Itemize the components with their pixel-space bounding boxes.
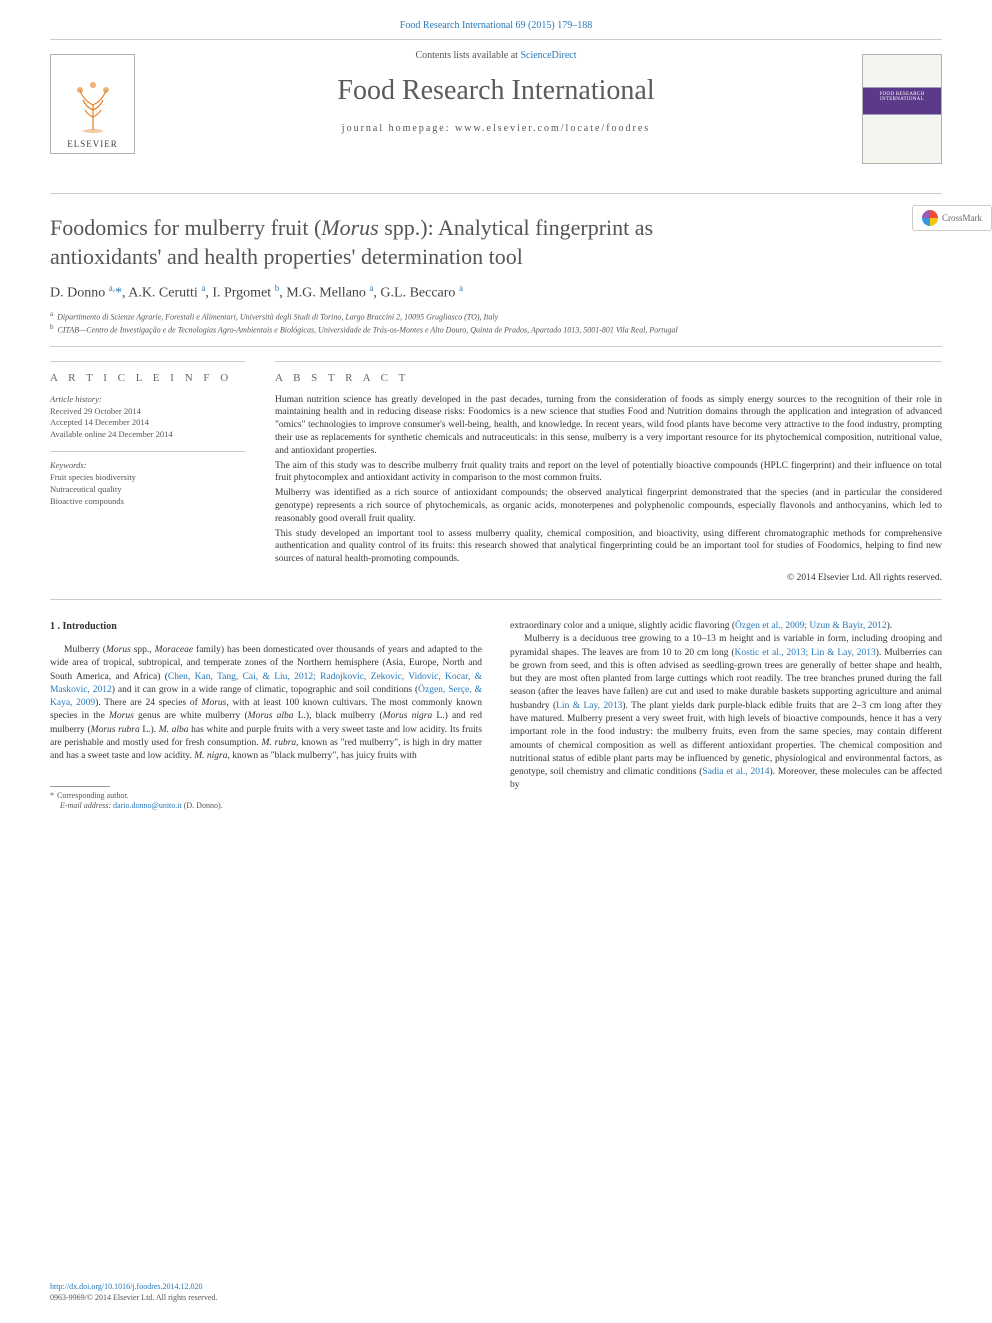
history-dates: Received 29 October 2014 Accepted 14 Dec… — [50, 406, 245, 442]
body-column-left: 1 . Introduction Mulberry (Morus spp., M… — [50, 620, 482, 811]
abstract-text: Human nutrition science has greatly deve… — [275, 394, 942, 585]
online-date: Available online 24 December 2014 — [50, 429, 245, 441]
journal-cover-thumb[interactable]: FOOD RESEARCH INTERNATIONAL — [862, 54, 942, 164]
issue-reference[interactable]: Food Research International 69 (2015) 17… — [50, 20, 942, 31]
corr-name: (D. Donno). — [184, 801, 223, 810]
corr-label: Corresponding author. — [57, 791, 129, 800]
intro-p2: Mulberry is a deciduous tree growing to … — [510, 633, 942, 793]
article-info-column: A R T I C L E I N F O Article history: R… — [50, 361, 245, 585]
elsevier-text: ELSEVIER — [67, 139, 118, 149]
history-label: Article history: — [50, 394, 245, 404]
homepage-url[interactable]: www.elsevier.com/locate/foodres — [455, 123, 650, 134]
abstract-p1: Human nutrition science has greatly deve… — [275, 394, 942, 458]
doi-link[interactable]: http://dx.doi.org/10.1016/j.foodres.2014… — [50, 1282, 942, 1292]
abstract-p3: Mulberry was identified as a rich source… — [275, 487, 942, 525]
top-border — [50, 39, 942, 40]
email-label: E-mail address: — [60, 801, 111, 810]
citation-link[interactable]: Sadia et al., 2014 — [702, 767, 769, 777]
sciencedirect-link[interactable]: ScienceDirect — [520, 50, 576, 61]
corr-email[interactable]: dario.donno@unito.it — [113, 801, 182, 810]
page-footer: http://dx.doi.org/10.1016/j.foodres.2014… — [50, 1282, 942, 1303]
title-part2: antioxidants' and health properties' det… — [50, 244, 523, 269]
info-abstract-row: A R T I C L E I N F O Article history: R… — [50, 346, 942, 600]
abstract-column: A B S T R A C T Human nutrition science … — [275, 361, 942, 585]
journal-title: Food Research International — [50, 75, 942, 107]
crossmark-label: CrossMark — [942, 213, 982, 223]
article-title: Foodomics for mulberry fruit (Morus spp.… — [50, 214, 942, 271]
affiliations: a Dipartimento di Scienze Agrarie, Fores… — [50, 310, 942, 336]
affiliation-a: Dipartimento di Scienze Agrarie, Foresta… — [57, 313, 498, 322]
abstract-p2: The aim of this study was to describe mu… — [275, 460, 942, 486]
title-italic: Morus — [321, 215, 378, 240]
corresponding-author-footnote: *Corresponding author. E-mail address: d… — [50, 791, 482, 812]
title-part1-end: spp.): Analytical fingerprint as — [379, 215, 653, 240]
abstract-copyright: © 2014 Elsevier Ltd. All rights reserved… — [275, 572, 942, 585]
keyword-1: Fruit species biodiversity — [50, 472, 245, 484]
body-column-right: extraordinary color and a unique, slight… — [510, 620, 942, 811]
citation-link[interactable]: Özgen et al., 2009; Uzun & Bayir, 2012 — [735, 621, 887, 631]
footnote-rule — [50, 786, 110, 787]
keywords: Fruit species biodiversity Nutraceutical… — [50, 472, 245, 508]
elsevier-logo[interactable]: ELSEVIER — [50, 54, 135, 154]
contents-prefix: Contents lists available at — [415, 50, 520, 61]
body-columns: 1 . Introduction Mulberry (Morus spp., M… — [50, 620, 942, 811]
title-part1: Foodomics for mulberry fruit ( — [50, 215, 321, 240]
keyword-3: Bioactive compounds — [50, 496, 245, 508]
abstract-heading: A B S T R A C T — [275, 372, 942, 384]
intro-p1: Mulberry (Morus spp., Moraceae family) h… — [50, 644, 482, 764]
journal-header: ELSEVIER Contents lists available at Sci… — [50, 44, 942, 194]
crossmark-icon — [922, 210, 938, 226]
citation-link[interactable]: Kostic et al., 2013; Lin & Lay, 2013 — [735, 648, 876, 658]
received-date: Received 29 October 2014 — [50, 406, 245, 418]
citation-link[interactable]: Lin & Lay, 2013 — [556, 701, 622, 711]
accepted-date: Accepted 14 December 2014 — [50, 417, 245, 429]
intro-p1-cont: extraordinary color and a unique, slight… — [510, 620, 942, 633]
cover-label: FOOD RESEARCH INTERNATIONAL — [863, 92, 941, 102]
crossmark-badge[interactable]: CrossMark — [912, 205, 992, 231]
author-list: D. Donno a,*, A.K. Cerutti a, I. Prgomet… — [50, 283, 942, 302]
contents-line: Contents lists available at ScienceDirec… — [50, 44, 942, 61]
abstract-p4: This study developed an important tool t… — [275, 528, 942, 566]
elsevier-tree-icon — [68, 75, 118, 135]
homepage-prefix: journal homepage: — [342, 123, 455, 134]
journal-homepage: journal homepage: www.elsevier.com/locat… — [50, 123, 942, 134]
affiliation-b: CITAB—Centro de Investigação e de Tecnol… — [58, 325, 678, 334]
keywords-label: Keywords: — [50, 460, 245, 470]
issn-copyright: 0963-9969/© 2014 Elsevier Ltd. All right… — [50, 1293, 942, 1303]
article-info-heading: A R T I C L E I N F O — [50, 372, 245, 384]
intro-heading: 1 . Introduction — [50, 620, 482, 634]
keyword-2: Nutraceutical quality — [50, 484, 245, 496]
